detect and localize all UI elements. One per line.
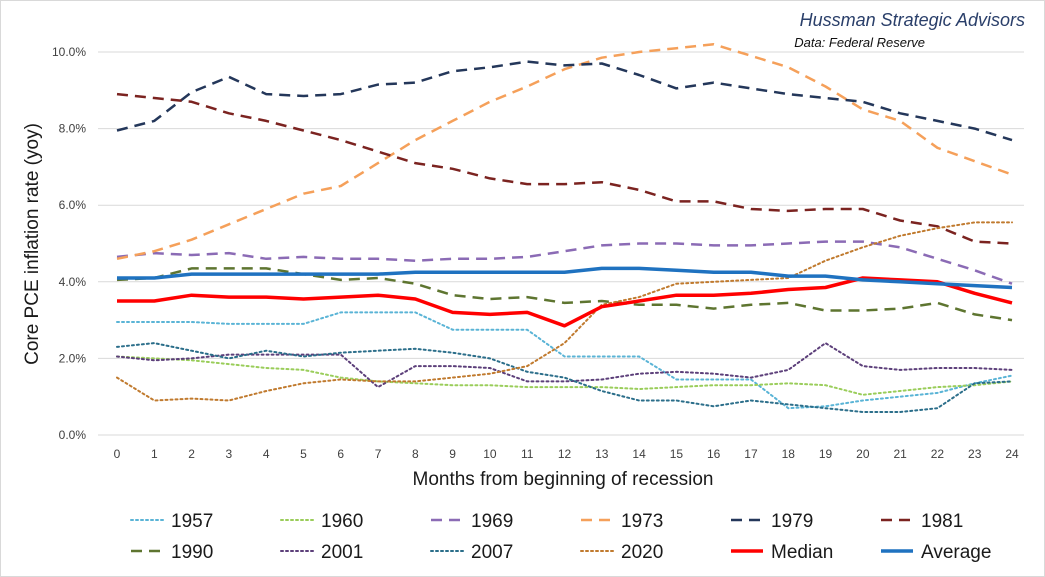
x-tick-label: 6 — [337, 447, 344, 461]
series-line-2001 — [116, 342, 1013, 389]
legend-label: 1981 — [921, 511, 963, 532]
series-line-1979 — [116, 60, 1013, 142]
x-axis-title: Months from beginning of recession — [413, 469, 714, 490]
source-label: Data: Federal Reserve — [794, 35, 925, 50]
series-line-1960 — [116, 355, 1013, 396]
x-tick-label: 22 — [931, 447, 945, 461]
legend-item-1969: 1969 — [431, 511, 513, 532]
legend-item-2001: 2001 — [280, 542, 363, 563]
x-tick-label: 17 — [744, 447, 758, 461]
x-tick-label: 13 — [595, 447, 609, 461]
x-tick-label: 18 — [782, 447, 796, 461]
x-tick-label: 0 — [114, 447, 121, 461]
legend-label: 2007 — [471, 542, 513, 563]
legend-item-1960: 1960 — [280, 511, 363, 532]
series-line-2020 — [116, 221, 1013, 402]
y-tick-label: 8.0% — [59, 122, 87, 136]
legend-item-1990: 1990 — [131, 542, 213, 563]
x-tick-label: 14 — [632, 447, 646, 461]
brand-label: Hussman Strategic Advisors — [800, 10, 1025, 30]
legend-item-2020: 2020 — [580, 542, 663, 563]
legend-item-median: Median — [731, 542, 833, 563]
x-tick-label: 2 — [188, 447, 195, 461]
legend-item-2007: 2007 — [430, 542, 513, 563]
legend: 1957 1960 1969 1973 1979 1981 1990 2001 2007 2020… — [130, 511, 991, 563]
y-tick-labels: 0.0% 2.0% 4.0% 6.0% 8.0% 10.0% — [52, 45, 86, 442]
x-tick-label: 8 — [412, 447, 419, 461]
y-tick-label: 4.0% — [59, 275, 87, 289]
series-line-1990 — [116, 267, 1013, 322]
legend-item-1957: 1957 — [130, 511, 213, 532]
x-tick-label: 7 — [375, 447, 382, 461]
legend-label: 1979 — [771, 511, 813, 532]
legend-item-1981: 1981 — [881, 511, 963, 532]
x-tick-label: 19 — [819, 447, 833, 461]
x-tick-label: 9 — [449, 447, 456, 461]
legend-label: 1957 — [171, 511, 213, 532]
x-tick-label: 5 — [300, 447, 307, 461]
x-tick-label: 12 — [558, 447, 572, 461]
legend-label: 2020 — [621, 542, 663, 563]
series-line-median — [117, 276, 1013, 328]
x-tick-label: 23 — [968, 447, 982, 461]
x-tick-label: 4 — [263, 447, 270, 461]
legend-item-1979: 1979 — [731, 511, 813, 532]
x-tick-label: 3 — [226, 447, 233, 461]
y-tick-label: 10.0% — [52, 45, 86, 59]
x-tick-label: 16 — [707, 447, 721, 461]
y-tick-label: 6.0% — [59, 198, 87, 212]
x-tick-label: 21 — [893, 447, 907, 461]
series-line-1981 — [116, 92, 1013, 245]
legend-label: 1960 — [321, 511, 363, 532]
legend-item-1973: 1973 — [581, 511, 663, 532]
x-tick-labels: 0 1 2 3 4 5 6 7 8 9 10 11 12 13 14 15 16 17 18 19 20 21 22 23 24 — [114, 447, 1019, 461]
legend-label: 1990 — [171, 542, 213, 563]
series-line-1973 — [116, 43, 1013, 261]
legend-label: Average — [921, 542, 991, 563]
y-axis-title: Core PCE inflation rate (yoy) — [22, 123, 43, 365]
series-lines — [116, 43, 1013, 413]
x-tick-label: 20 — [856, 447, 870, 461]
series-line-1969 — [116, 240, 1013, 285]
x-tick-label: 11 — [521, 447, 534, 461]
series-line-average — [117, 266, 1013, 290]
x-tick-label: 15 — [670, 447, 684, 461]
legend-label: 1969 — [471, 511, 513, 532]
legend-label: 2001 — [321, 542, 363, 563]
y-tick-label: 2.0% — [59, 351, 87, 365]
series-line-2007 — [116, 342, 1013, 413]
legend-label: 1973 — [621, 511, 663, 532]
y-tick-label: 0.0% — [59, 428, 87, 442]
legend-item-average: Average — [881, 542, 991, 563]
series-line-1957 — [116, 311, 1013, 410]
legend-label: Median — [771, 542, 833, 563]
x-tick-label: 1 — [151, 447, 158, 461]
x-tick-label: 24 — [1005, 447, 1019, 461]
x-tick-label: 10 — [483, 447, 497, 461]
